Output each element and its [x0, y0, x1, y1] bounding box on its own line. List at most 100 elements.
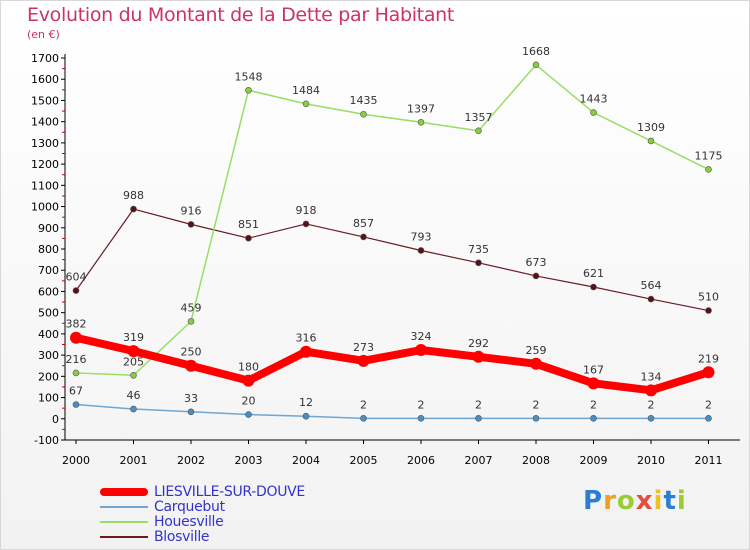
data-label-carquebut: 2	[360, 398, 367, 411]
data-label-liesville-sur-douve: 292	[468, 337, 489, 350]
legend-label: Houesville	[154, 514, 224, 530]
data-label-houesville: 1548	[235, 70, 263, 83]
data-label-liesville-sur-douve: 319	[123, 331, 144, 344]
data-label-houesville: 1357	[465, 111, 493, 124]
data-point-houesville	[130, 371, 137, 379]
y-tick-label: 200	[38, 370, 59, 383]
data-label-houesville: 1435	[350, 94, 378, 107]
y-tick-label: 900	[38, 222, 59, 235]
x-tick-label: 2004	[292, 454, 320, 467]
data-point-houesville	[647, 137, 655, 145]
data-label-blosville: 673	[526, 256, 547, 269]
x-tick-label: 2010	[637, 454, 665, 467]
logo-letter: i	[676, 486, 687, 516]
data-label-liesville-sur-douve: 259	[526, 344, 547, 357]
logo-letter: o	[616, 486, 636, 516]
data-point-liesville-sur-douve	[127, 345, 140, 358]
y-tick-label: 300	[38, 349, 59, 362]
y-tick-label: 800	[38, 243, 59, 256]
y-tick-label: 100	[38, 392, 59, 405]
data-point-liesville-sur-douve	[702, 366, 715, 379]
data-label-liesville-sur-douve: 134	[641, 370, 662, 383]
data-point-blosville	[360, 233, 367, 241]
data-label-carquebut: 2	[590, 398, 597, 411]
x-tick-label: 2001	[120, 454, 148, 467]
y-tick-label: 1300	[31, 137, 59, 150]
data-point-carquebut	[532, 415, 540, 422]
data-point-houesville	[417, 119, 425, 126]
data-label-liesville-sur-douve: 273	[353, 341, 374, 354]
y-tick-label: 1400	[31, 116, 59, 129]
data-point-blosville	[245, 234, 252, 242]
data-label-blosville: 735	[468, 243, 489, 256]
logo-letter: i	[653, 486, 664, 516]
data-point-blosville	[532, 272, 540, 280]
data-point-blosville	[590, 283, 597, 291]
data-label-blosville: 918	[296, 204, 317, 217]
data-label-carquebut: 12	[299, 396, 313, 409]
data-point-blosville	[130, 205, 137, 213]
data-point-blosville	[187, 221, 195, 228]
data-point-blosville	[705, 307, 712, 314]
data-point-carquebut	[245, 411, 252, 418]
data-point-carquebut	[590, 415, 597, 422]
data-point-blosville	[72, 287, 80, 294]
data-label-carquebut: 20	[242, 395, 256, 408]
data-point-liesville-sur-douve	[357, 354, 370, 367]
data-point-houesville	[705, 166, 712, 173]
data-point-blosville	[647, 295, 655, 303]
data-label-houesville: 205	[123, 355, 144, 368]
y-tick-label: 400	[38, 328, 59, 341]
data-label-houesville: 1484	[292, 84, 320, 97]
data-point-blosville	[302, 220, 310, 228]
y-tick-label: 1700	[31, 52, 59, 65]
data-point-liesville-sur-douve	[530, 357, 542, 370]
proxiti-logo: Proxiti	[583, 486, 687, 516]
logo-letter: t	[663, 486, 677, 516]
data-label-liesville-sur-douve: 324	[411, 330, 432, 343]
data-point-carquebut	[475, 415, 482, 422]
chart-unit: (en €)	[27, 28, 60, 41]
data-label-blosville: 851	[238, 218, 259, 231]
x-tick-label: 2003	[235, 454, 263, 467]
data-point-carquebut	[302, 412, 310, 420]
data-label-carquebut: 2	[475, 398, 482, 411]
y-tick-label: 700	[38, 264, 59, 277]
x-tick-label: 2000	[62, 454, 90, 467]
data-point-liesville-sur-douve	[587, 377, 600, 390]
data-point-carquebut	[417, 415, 425, 422]
data-label-blosville: 857	[353, 217, 374, 230]
data-label-blosville: 621	[583, 267, 604, 280]
data-point-carquebut	[72, 401, 80, 408]
data-label-liesville-sur-douve: 382	[66, 318, 87, 331]
y-tick-label: 600	[38, 285, 59, 298]
data-label-carquebut: 33	[184, 392, 198, 405]
data-point-liesville-sur-douve	[645, 384, 657, 397]
logo-letter: r	[603, 486, 617, 516]
data-label-houesville: 1443	[580, 93, 608, 106]
data-point-liesville-sur-douve	[70, 331, 82, 344]
data-label-carquebut: 67	[69, 385, 83, 398]
data-point-carquebut	[705, 415, 712, 422]
data-label-houesville: 459	[181, 301, 202, 314]
data-point-liesville-sur-douve	[472, 350, 485, 363]
data-label-houesville: 1175	[695, 149, 723, 162]
data-point-carquebut	[647, 415, 655, 422]
data-point-houesville	[590, 109, 597, 116]
x-tick-label: 2011	[695, 454, 723, 467]
x-tick-label: 2008	[522, 454, 550, 467]
data-label-carquebut: 2	[705, 398, 712, 411]
data-label-houesville: 216	[66, 353, 87, 366]
series-line-blosville	[75, 208, 710, 312]
chart-title: Evolution du Montant de la Dette par Hab…	[27, 4, 455, 26]
data-label-houesville: 1668	[522, 45, 550, 58]
legend-label: Carquebut	[154, 499, 225, 515]
data-label-blosville: 793	[411, 230, 432, 243]
x-tick-label: 2005	[350, 454, 378, 467]
data-label-carquebut: 2	[648, 398, 655, 411]
data-label-liesville-sur-douve: 180	[238, 361, 259, 374]
data-point-liesville-sur-douve	[415, 344, 427, 357]
y-tick-label: 1500	[31, 94, 59, 107]
data-label-liesville-sur-douve: 316	[296, 332, 317, 345]
